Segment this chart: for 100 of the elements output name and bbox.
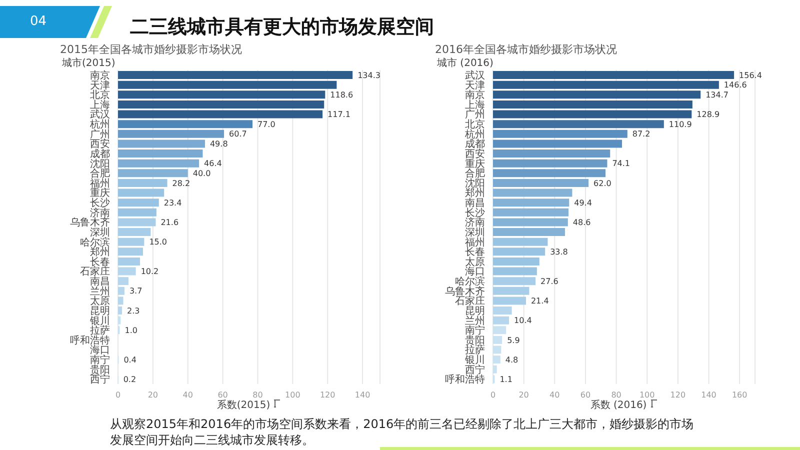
bar [493,100,692,108]
bar [493,257,540,266]
chart-title: 2015年全国各城市婚纱摄影市场状况 [60,42,242,57]
y-tick-label: 重庆 [465,158,485,170]
y-tick-label: 西宁 [465,364,485,376]
y-tick-label: 银川 [89,314,110,327]
bar [118,257,140,266]
bar [118,228,151,236]
y-tick-label: 西宁 [90,374,110,386]
x-tick-label: 100 [285,390,300,400]
data-label: 5.9 [507,336,520,345]
data-label: 134.3 [358,70,380,80]
y-tick-label: 杭州 [464,128,485,140]
bar [118,150,203,158]
data-label: 0.2 [123,375,136,384]
x-tick-label: 100 [639,390,655,400]
bar [118,120,252,128]
x-tick-label: 60 [580,390,591,400]
data-label: 60.7 [229,130,247,139]
y-tick-label: 呼和浩特 [70,334,110,346]
y-tick-label: 南京 [465,89,485,102]
bar [118,140,205,148]
y-tick-label: 广州 [90,128,110,140]
bar [493,336,502,344]
y-tick-label: 沈阳 [465,177,485,190]
data-label: 110.9 [668,120,692,129]
bar [493,277,536,286]
x-tick-label: 20 [148,390,158,400]
x-tick-label: 140 [354,390,370,400]
data-label: 87.2 [632,130,650,139]
x-tick-label: 0 [115,390,121,400]
bar [493,178,589,187]
data-label: 27.6 [540,276,558,286]
data-label: 48.6 [572,218,591,228]
data-label: 117.1 [328,110,350,120]
y-tick-label: 呼和浩特 [445,374,485,386]
bar [118,110,323,118]
bar [493,150,610,158]
y-tick-label: 昆明 [465,306,485,317]
data-label: 40.0 [192,168,211,178]
y-tick-label: 福州 [465,236,485,248]
data-label: 77.0 [257,120,276,129]
x-tick-label: 40 [182,390,193,400]
bar [118,208,156,216]
data-label: 10.4 [514,316,532,326]
data-label: 46.4 [204,159,222,168]
y-tick-label: 武汉 [465,69,485,82]
y-axis-title: 城市 (2016) [437,56,494,70]
data-label: 134.7 [706,90,729,100]
bar [493,110,692,118]
y-tick-label: 长春 [465,246,485,258]
data-label: 156.4 [739,70,762,80]
data-label: 146.6 [724,80,747,90]
bar [118,178,168,187]
x-tick-label: 140 [701,390,716,400]
bar [118,306,122,314]
y-tick-label: 福州 [90,177,110,190]
y-tick-label: 长沙 [465,206,485,219]
data-label: 15.0 [149,238,168,247]
y-tick-label: 沈阳 [90,158,110,170]
data-label: 10.2 [140,267,159,276]
y-tick-label: 哈尔滨 [80,236,110,248]
data-label: 28.2 [172,178,190,188]
y-axis-title: 城市(2015) [62,56,116,70]
y-tick-label: 贵阳 [465,334,485,346]
x-tick-label: 0 [490,390,496,400]
x-tick-label: 40 [550,390,560,400]
x-tick-label: 20 [518,390,529,400]
text: 04 [30,14,47,29]
data-label: 2.3 [127,306,140,316]
bar [493,326,506,334]
x-axis-title: 系数(2015) [216,400,270,411]
bar [493,306,512,314]
bar [118,130,224,138]
data-label: 23.4 [164,198,182,208]
x-tick-label: 120 [320,390,336,400]
data-label: 3.7 [129,286,142,296]
text: 从观察2015年和2016年的市场空间系数来看，2016年的前三名已经剔除了北上广三大都市，婚纱摄影的市场发展空间开始向二三线城市发展转移。 [110,416,695,448]
data-label: 4.8 [505,355,518,364]
data-label: 21.6 [160,218,179,228]
bar [493,120,664,128]
text: 二三线城市具有更大的市场发展空间 [130,15,434,40]
y-tick-label: 太原 [90,295,110,308]
y-tick-label: 北京 [90,89,110,102]
data-label: 33.8 [550,247,568,256]
data-label: 118.6 [330,90,354,100]
bar [118,71,353,79]
data-label: 1.1 [500,375,512,384]
y-tick-label: 石家庄 [455,295,485,308]
y-tick-label: 深圳 [90,226,110,238]
data-label: 0.4 [124,355,136,364]
y-tick-label: 兰州 [90,285,110,298]
data-label: 49.8 [210,140,228,149]
y-tick-label: 成都 [90,148,110,160]
bar [493,316,510,324]
bar [118,100,324,108]
data-label: 128.9 [696,110,720,120]
y-tick-label: 太原 [465,256,485,268]
data-label: 21.4 [530,296,549,306]
y-tick-label: 昆明 [90,306,110,317]
